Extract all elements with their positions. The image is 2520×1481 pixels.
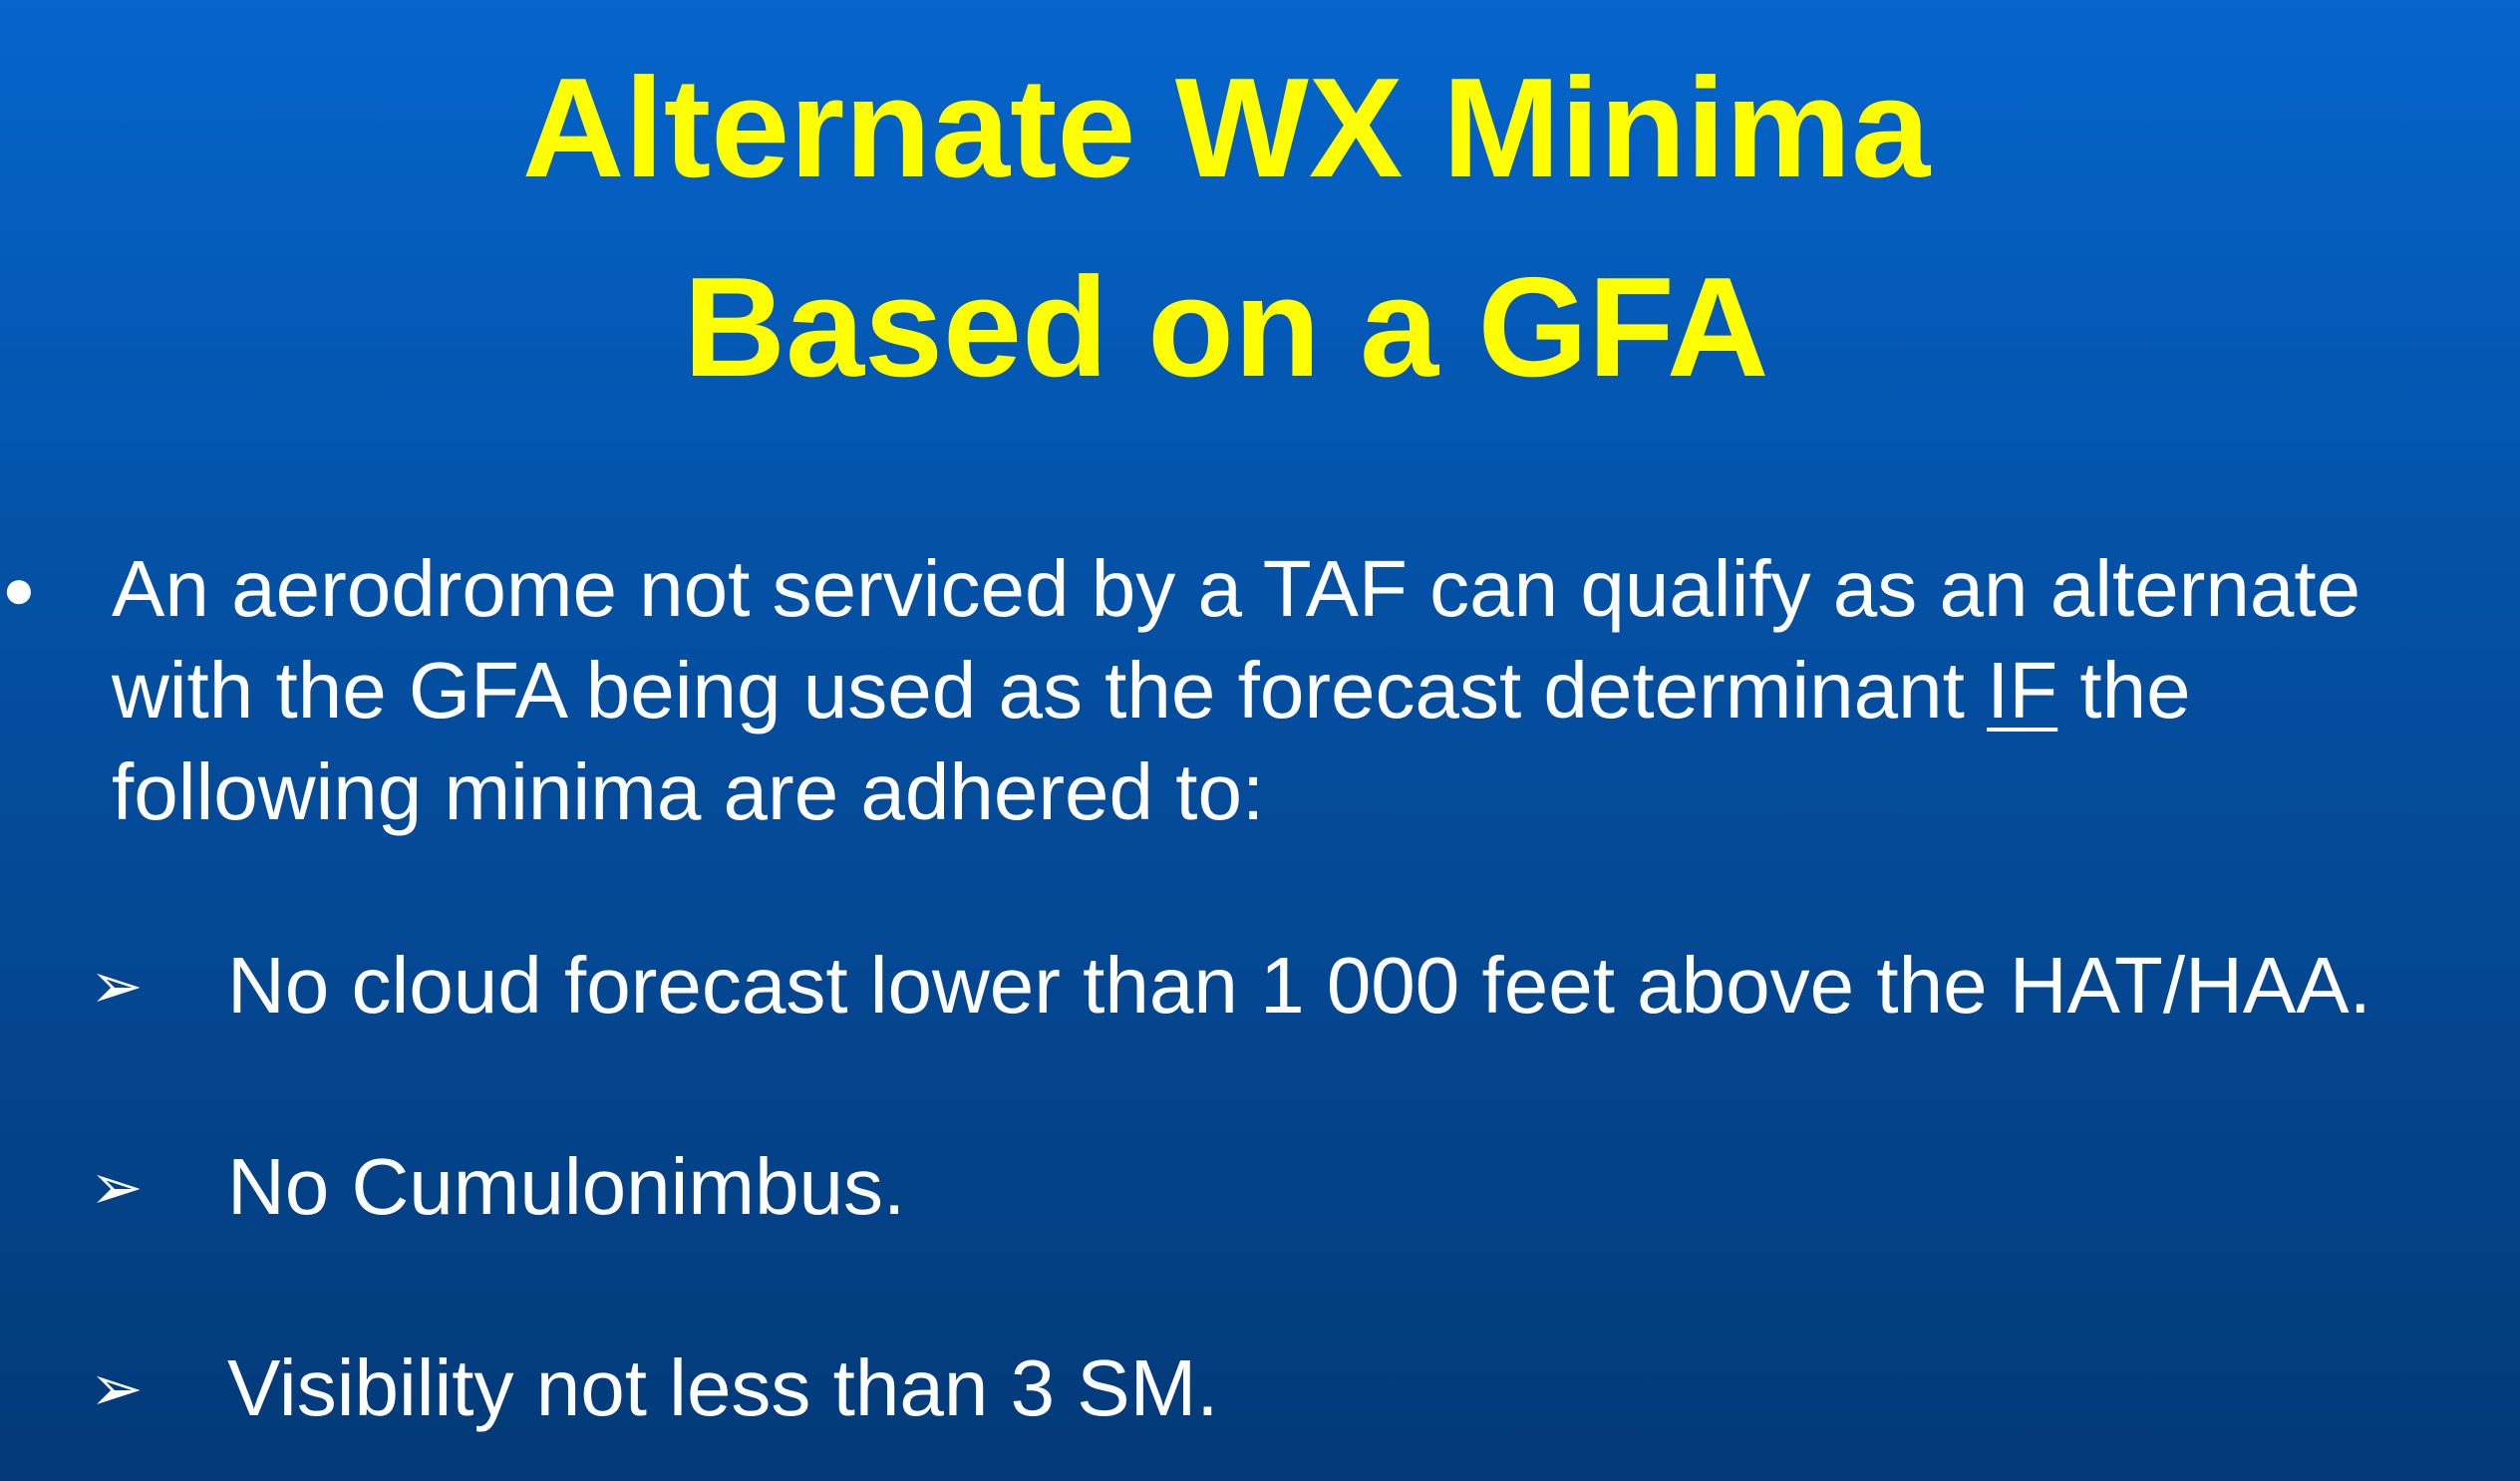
underlined-if: IF — [1987, 646, 2058, 735]
arrow-bullet-icon: ➢ — [90, 1151, 144, 1223]
slide-title-line-2: Based on a GFA — [683, 248, 1769, 407]
slide-title-line-1: Alternate WX Minima — [521, 49, 1931, 207]
bullet-line-2-end: the — [2057, 646, 2191, 735]
main-bullet-text: An aerodrome not serviced by a TAF can q… — [112, 538, 2504, 843]
bullet-line-2: with the GFA being used as the forecast … — [112, 640, 2504, 741]
sub-bullet-text: Visibility not less than 3 SM. — [227, 1343, 1219, 1432]
bullet-line-1: An aerodrome not serviced by a TAF can q… — [112, 544, 2362, 633]
arrow-bullet-icon: ➢ — [90, 1352, 144, 1424]
bullet-line-2-start: with the GFA being used as the forecast … — [112, 646, 1988, 735]
bullet-marker-icon: ● — [2, 557, 36, 620]
arrow-bullet-icon: ➢ — [90, 950, 144, 1022]
sub-bullet-text: No Cumulonimbus. — [227, 1142, 906, 1231]
sub-bullet-text: No cloud forecast lower than 1 000 feet … — [227, 941, 2371, 1030]
bullet-line-3: following minima are adhered to: — [112, 747, 1265, 836]
